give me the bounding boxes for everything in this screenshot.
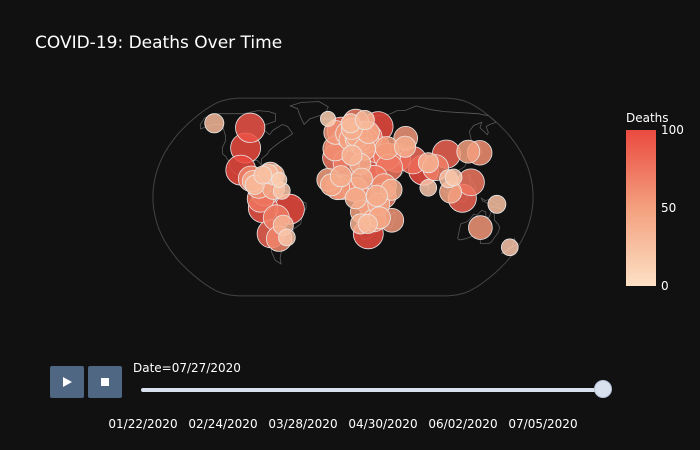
stop-icon <box>101 378 109 386</box>
country-bubble[interactable] <box>278 228 296 247</box>
current-frame-label: Date=07/27/2020 <box>133 361 241 375</box>
country-bubble[interactable] <box>419 179 438 197</box>
colorbar-title: Deaths <box>626 111 669 125</box>
slider-tick-label[interactable]: 02/24/2020 <box>188 417 258 431</box>
colorbar-tick-max: 100 <box>661 123 684 137</box>
play-icon <box>63 377 72 387</box>
bubble-layer <box>204 108 519 257</box>
country-bubble[interactable] <box>319 110 336 127</box>
slider-tick-label[interactable]: 07/05/2020 <box>508 417 578 431</box>
slider-tick-label[interactable]: 01/22/2020 <box>108 417 178 431</box>
country-bubble[interactable] <box>500 238 519 257</box>
time-slider-handle[interactable] <box>594 380 612 398</box>
country-bubble[interactable] <box>235 112 266 143</box>
country-bubble[interactable] <box>468 215 493 240</box>
country-bubble[interactable] <box>271 171 288 188</box>
country-bubble[interactable] <box>204 113 225 134</box>
slider-tick-label[interactable]: 04/30/2020 <box>348 417 418 431</box>
colorbar-tick-min: 0 <box>661 279 669 293</box>
play-button[interactable] <box>50 366 84 398</box>
slider-tick-label[interactable]: 03/28/2020 <box>268 417 338 431</box>
time-slider-rail[interactable] <box>141 388 603 392</box>
country-bubble[interactable] <box>394 135 417 158</box>
country-bubble[interactable] <box>344 187 367 210</box>
colorbar <box>626 130 656 286</box>
country-bubble[interactable] <box>329 165 352 188</box>
country-bubble[interactable] <box>365 184 388 207</box>
chart-title: COVID-19: Deaths Over Time <box>35 33 283 53</box>
country-bubble[interactable] <box>253 165 273 185</box>
country-bubble[interactable] <box>456 139 481 164</box>
country-bubble[interactable] <box>354 110 375 131</box>
country-bubble[interactable] <box>357 213 378 234</box>
colorbar-tick-mid: 50 <box>661 201 677 215</box>
country-bubble[interactable] <box>341 144 363 166</box>
coastline <box>457 209 501 244</box>
country-bubble[interactable] <box>487 194 507 214</box>
country-bubble[interactable] <box>350 167 373 190</box>
country-bubble[interactable] <box>444 168 463 187</box>
slider-tick-label[interactable]: 06/02/2020 <box>428 417 498 431</box>
coastline <box>289 101 329 126</box>
stop-button[interactable] <box>88 366 122 398</box>
country-bubble[interactable] <box>417 152 439 174</box>
